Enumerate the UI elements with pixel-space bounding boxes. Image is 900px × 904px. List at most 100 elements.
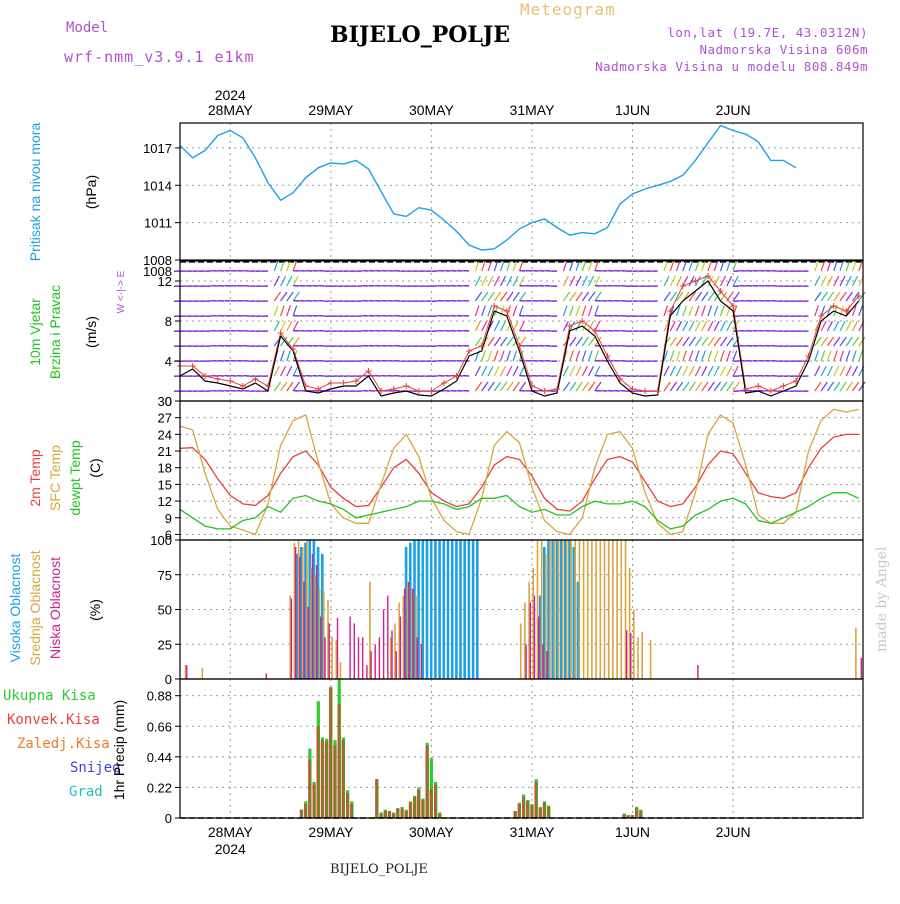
mid-cloud-bar	[553, 540, 555, 679]
wind-gust-marker	[755, 383, 761, 389]
pressure-unit: (hPa)	[83, 175, 99, 209]
top-day-label: 31MAY	[510, 102, 556, 118]
wind-arrow	[287, 382, 293, 391]
wind-arrow	[488, 366, 493, 376]
low-cloud-bar	[329, 623, 330, 679]
conv-precip-edge	[304, 804, 305, 818]
wind-arrow	[846, 382, 852, 391]
wind-arrow	[689, 321, 694, 331]
wind-arrow	[582, 366, 587, 376]
wind-arrow	[695, 382, 701, 391]
wind-arrow	[827, 366, 832, 376]
wind-arrow	[727, 382, 733, 391]
conv-precip-edge	[384, 811, 385, 818]
low-cloud-bar	[299, 557, 300, 679]
low-cloud-bar	[525, 644, 526, 679]
wind-arrow	[834, 366, 839, 376]
wind-arrow	[293, 382, 299, 391]
bottom-year-label: 2024	[215, 841, 246, 857]
wind-arrow	[815, 366, 820, 376]
mid-cloud-bar	[566, 540, 568, 679]
y-tick-label: 0.44	[147, 750, 172, 765]
wind-gust-marker	[780, 383, 786, 389]
temp-ylabel-dewpt: dewpt Temp	[67, 440, 83, 515]
conv-precip-edge	[518, 804, 519, 818]
wind-arrow	[727, 337, 733, 346]
high-cloud-bar	[455, 540, 458, 679]
conv-precip-edge	[426, 746, 427, 818]
wind-arrow	[834, 321, 839, 331]
wind-arrow	[595, 366, 600, 376]
wind-arrow	[821, 292, 827, 301]
conv-precip-edge	[438, 814, 439, 818]
wind-arrow	[670, 321, 675, 331]
low-cloud-bar	[358, 637, 359, 679]
low-cloud-bar	[295, 547, 296, 679]
mid-cloud-bar	[633, 610, 635, 680]
low-cloud-bar	[316, 565, 317, 679]
wind-arrow	[815, 351, 819, 361]
wind-arrow	[519, 337, 525, 346]
wind-arrow	[501, 366, 506, 376]
low-cloud-bar	[387, 596, 388, 679]
wind-arrow	[834, 337, 840, 346]
wind-arrow	[683, 306, 687, 316]
low-cloud-bar	[266, 673, 267, 679]
wind-gust-marker	[328, 380, 334, 386]
low-cloud-bar	[396, 651, 397, 679]
wind-arrow	[853, 366, 858, 376]
wind-arrow	[815, 276, 820, 286]
wind-arrow	[281, 292, 287, 301]
y-tick-label: 0.22	[147, 780, 172, 795]
wind-arrow	[293, 321, 298, 331]
wind-arrow	[595, 306, 599, 316]
wind-arrow	[859, 351, 863, 361]
mid-cloud-bar	[549, 540, 551, 679]
mid-cloud-bar	[579, 540, 581, 679]
mid-cloud-bar	[574, 540, 576, 679]
wind-arrow	[721, 351, 725, 361]
wind-arrow	[708, 337, 714, 346]
conv-precip-edge	[635, 808, 636, 818]
low-cloud-bar	[324, 637, 325, 679]
wind-arrow	[733, 366, 738, 376]
wind-arrow	[482, 292, 488, 301]
wind-arrow	[595, 382, 601, 391]
wind-arrow	[494, 366, 499, 376]
wind-arrow	[582, 382, 588, 391]
top-day-label: 2JUN	[716, 102, 751, 118]
wind-arrow	[695, 351, 699, 361]
low-cloud-bar	[530, 603, 531, 680]
wind-arrow	[281, 366, 286, 376]
conv-precip-edge	[522, 797, 523, 818]
wind-gust-marker	[416, 388, 422, 394]
wind-arrow	[482, 366, 487, 376]
wind-arrow	[702, 306, 706, 316]
wind-arrow	[727, 261, 731, 271]
conv-precip-edge	[421, 800, 422, 818]
temp-unit: (C)	[87, 458, 103, 477]
precip-ylabel: 1hr Precip (mm)	[111, 700, 127, 800]
low-cloud-bar	[534, 596, 535, 679]
wind-arrow	[727, 351, 731, 361]
wind-arrow	[576, 292, 582, 301]
low-cloud-bar	[417, 637, 418, 679]
conv-precip-edge	[405, 811, 406, 818]
wind-arrow	[589, 366, 594, 376]
wind-arrow	[482, 276, 487, 286]
elevation-label: Nadmorska Visina 606m	[699, 42, 868, 57]
wind-arrow	[494, 351, 498, 361]
wind-arrow	[670, 382, 676, 391]
wind-arrow	[488, 306, 492, 316]
wind-arrow	[501, 337, 507, 346]
page-title: BIJELO_POLJE	[330, 22, 510, 48]
wind-arrow	[287, 306, 291, 316]
conv-precip-edge	[317, 726, 318, 818]
wind-arrow	[494, 292, 500, 301]
wind-arrow	[853, 351, 857, 361]
high-cloud-bar	[472, 540, 475, 679]
y-tick-label: 25	[158, 637, 172, 652]
wind-arrow	[695, 337, 701, 346]
wind-arrow	[274, 382, 280, 391]
wind-gust-marker	[403, 383, 409, 389]
